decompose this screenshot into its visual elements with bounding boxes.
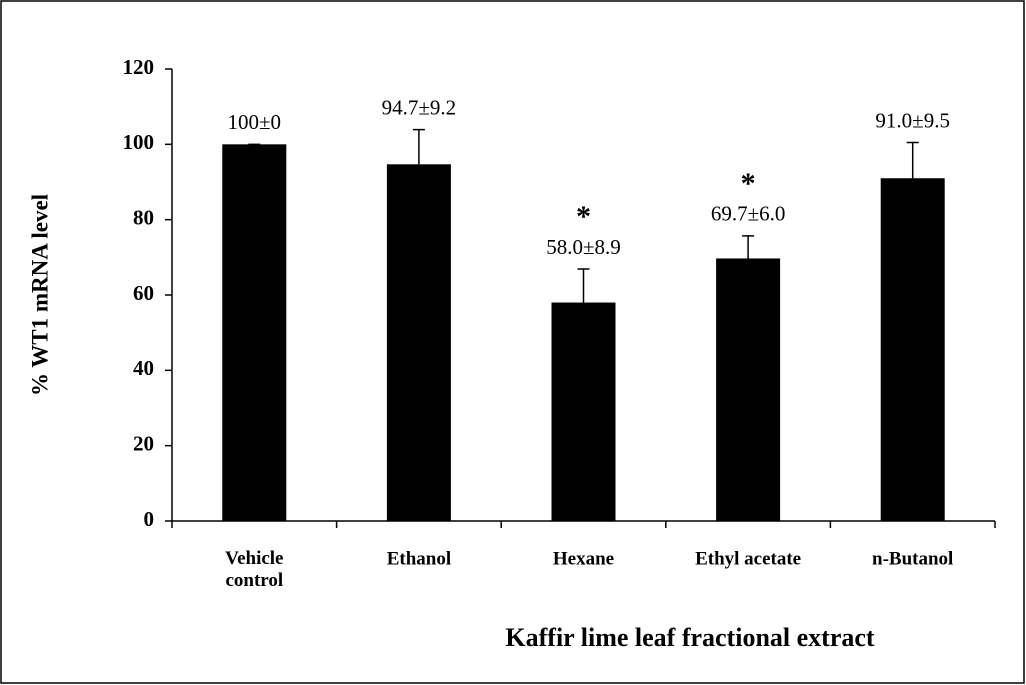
x-tick-label: n-Butanol [872,548,953,569]
value-label: 58.0±8.9 [546,235,621,259]
y-tick-label: 100 [123,130,155,154]
y-axis-label: % WT1 mRNA level [27,194,52,396]
x-tick-label: Vehicle control [225,548,283,591]
value-label: 94.7±9.2 [382,95,457,119]
significance-marker: * [741,167,756,200]
error-bar [577,268,590,303]
x-tick-label: Ethyl acetate [695,548,801,569]
x-axis-label: Kaffir lime leaf fractional extract [505,623,874,652]
value-label: 69.7±6.0 [711,202,786,226]
y-tick-label: 0 [144,507,155,531]
bar [880,178,945,521]
bar [716,258,781,521]
y-tick-label: 60 [133,281,154,305]
y-tick-label: 20 [133,431,154,455]
y-tick-label: 40 [133,356,154,380]
bar [551,302,616,521]
x-tick-label: Ethanol [387,548,451,569]
value-label: 91.0±9.5 [875,108,950,132]
x-tick-label: Hexane [553,548,614,569]
significance-marker: * [576,200,591,233]
error-bar [412,128,425,165]
y-tick-label: 120 [123,55,155,79]
bar [386,164,451,521]
error-bar [906,141,919,179]
error-bar [742,235,755,259]
bar [222,144,287,522]
value-label: 100±0 [228,110,282,134]
y-tick-label: 80 [133,205,154,229]
